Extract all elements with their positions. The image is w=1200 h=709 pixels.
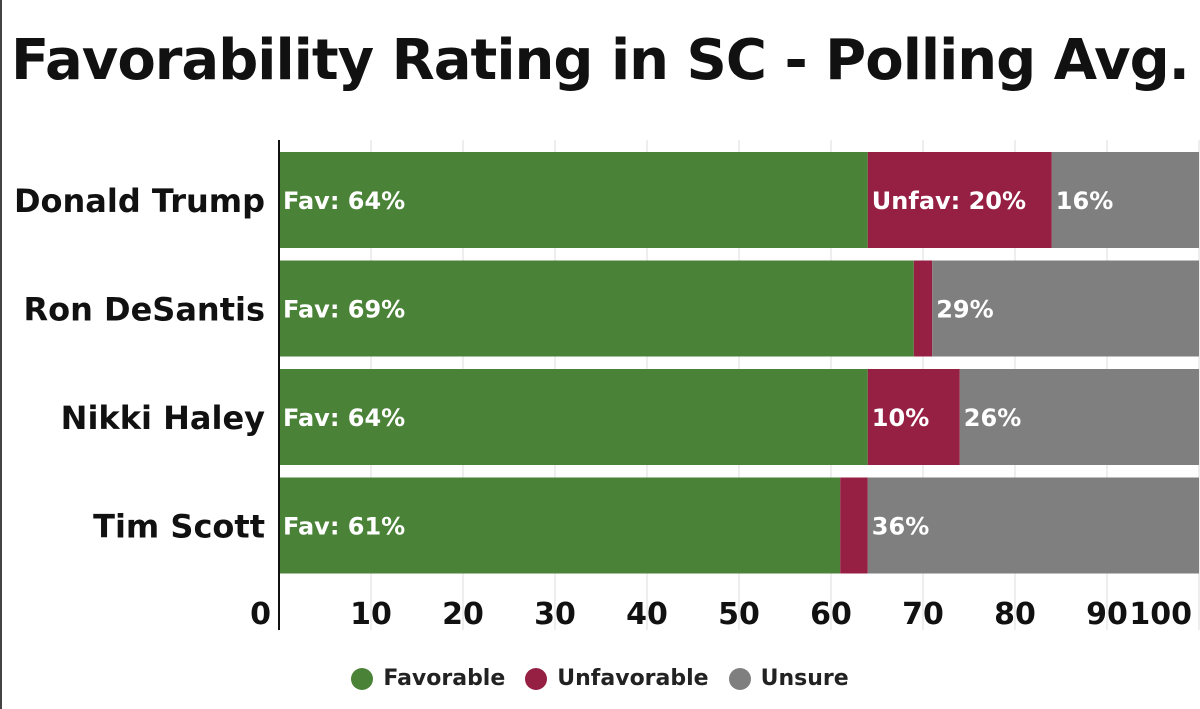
x-tick-label-90: 90 xyxy=(1086,597,1128,632)
legend-item-unsure: Unsure xyxy=(728,666,849,691)
data-label-favorable-3: Fav: 61% xyxy=(283,513,405,541)
category-label-0: Donald Trump xyxy=(14,182,265,220)
category-label-1: Ron DeSantis xyxy=(23,291,265,329)
bar-favorable-0 xyxy=(279,152,868,248)
bar-unsure-2 xyxy=(959,369,1199,465)
x-tick-label-20: 20 xyxy=(442,597,484,632)
legend-swatch-unsure xyxy=(728,667,751,690)
legend-item-unfavorable: Unfavorable xyxy=(525,666,709,691)
data-label-unsure-1: 29% xyxy=(936,296,993,324)
data-label-favorable-1: Fav: 69% xyxy=(283,296,405,324)
bar-favorable-2 xyxy=(279,369,868,465)
x-tick-label-70: 70 xyxy=(902,597,944,632)
bar-unfavorable-1 xyxy=(913,260,933,357)
x-tick-label-80: 80 xyxy=(994,597,1036,632)
legend-swatch-favorable xyxy=(351,667,374,690)
legend-swatch-unfavorable xyxy=(525,667,548,690)
bar-favorable-3 xyxy=(279,477,841,574)
chart-legend: Favorable Unfavorable Unsure xyxy=(0,666,1200,691)
x-tick-label-60: 60 xyxy=(810,597,852,632)
data-label-unsure-0: 16% xyxy=(1056,187,1113,215)
data-label-unsure-2: 26% xyxy=(964,404,1021,432)
legend-item-favorable: Favorable xyxy=(351,666,505,691)
bar-unsure-1 xyxy=(932,260,1199,357)
chart-title: Favorability Rating in SC - Polling Avg. xyxy=(11,28,1190,93)
legend-label-favorable: Favorable xyxy=(383,666,506,691)
category-label-3: Tim Scott xyxy=(93,508,265,546)
data-label-unsure-3: 36% xyxy=(872,513,929,541)
left-frame-line xyxy=(0,0,2,709)
x-tick-label-100: 100 xyxy=(1129,597,1192,632)
bar-unfavorable-2 xyxy=(867,369,960,465)
bar-unfavorable-0 xyxy=(867,152,1052,248)
x-tick-label-10: 10 xyxy=(350,597,392,632)
legend-label-unfavorable: Unfavorable xyxy=(557,666,709,691)
x-tick-label-40: 40 xyxy=(626,597,668,632)
x-tick-label-30: 30 xyxy=(534,597,576,632)
x-tick-label-50: 50 xyxy=(718,597,760,632)
data-label-favorable-2: Fav: 64% xyxy=(283,404,405,432)
data-label-unfavorable-0: Unfav: 20% xyxy=(872,187,1026,215)
bar-unfavorable-3 xyxy=(840,477,868,574)
bar-favorable-1 xyxy=(279,260,914,357)
bar-unsure-3 xyxy=(867,477,1199,574)
data-label-favorable-0: Fav: 64% xyxy=(283,187,405,215)
x-tick-label-0: 0 xyxy=(250,597,271,632)
legend-label-unsure: Unsure xyxy=(760,666,849,691)
category-label-2: Nikki Haley xyxy=(61,399,265,437)
data-label-unfavorable-2: 10% xyxy=(872,404,929,432)
bar-unsure-0 xyxy=(1051,152,1199,248)
